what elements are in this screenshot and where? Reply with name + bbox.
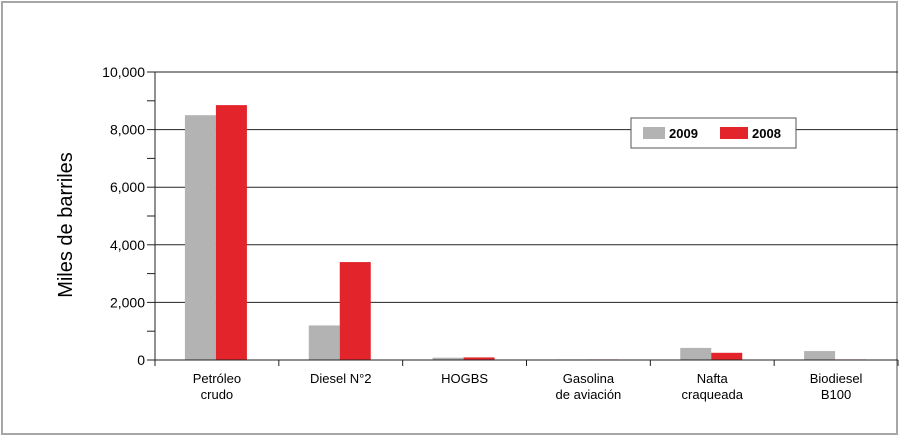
gridlines: [155, 71, 898, 303]
x-tick-label: Petróleo crudo: [193, 371, 241, 402]
bar-2009-0: [184, 115, 216, 360]
x-tick-label: Diesel N°2: [310, 371, 372, 386]
x-tick-label: HOGBS: [441, 371, 488, 386]
legend-label-2008: 2008: [752, 126, 781, 141]
y-tick-label: 2,000: [110, 294, 145, 310]
bar-2009-2: [432, 357, 464, 360]
legend-swatch-2009: [643, 127, 665, 139]
y-tick-label: 0: [137, 352, 145, 368]
legend-label-2009: 2009: [669, 126, 698, 141]
x-axis-labels: Petróleo crudo Diesel N°2 HOGBS Gasolina de a…: [193, 371, 863, 402]
y-axis-title: Miles de barriles: [55, 152, 77, 298]
bar-2008-4: [711, 352, 743, 360]
y-tick-label: 6,000: [110, 179, 145, 195]
bar-2008-0: [215, 105, 247, 361]
x-tick-label: Nafta craqueada: [682, 371, 744, 402]
y-axis-ticks: 0 2,000 4,000 6,000 8,000 10,000: [102, 64, 155, 368]
y-tick-label: 10,000: [102, 64, 145, 80]
bar-2009-1: [308, 325, 340, 360]
bar-2008-2: [463, 357, 495, 360]
bar-2008-1: [339, 262, 371, 360]
bar-2009-4: [680, 347, 712, 360]
y-tick-label: 4,000: [110, 237, 145, 253]
x-tick-label: Gasolina de aviación: [556, 371, 622, 402]
legend: 2009 2008: [630, 117, 797, 149]
legend-swatch-2008: [720, 127, 748, 139]
y-tick-label: 8,000: [110, 122, 145, 138]
x-tick-label: Biodiesel B100: [810, 371, 863, 402]
bars: [184, 105, 867, 361]
axes: [154, 72, 899, 366]
bar-2009-5: [804, 351, 836, 360]
